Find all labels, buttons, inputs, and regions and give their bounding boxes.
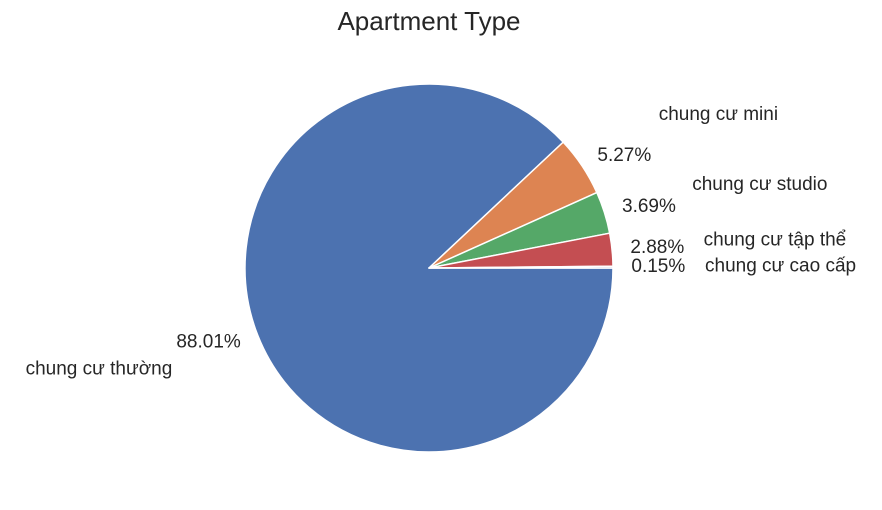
category-label-chung-cu-tap-the: chung cư tập thể: [704, 230, 847, 251]
category-label-chung-cu-mini: chung cư mini: [659, 104, 778, 125]
percentage-label-chung-cu-thuong: 88.01%: [176, 331, 241, 352]
category-label-chung-cu-cao-cap: chung cư cao cấp: [705, 256, 856, 277]
category-label-chung-cu-thuong: chung cư thường: [26, 359, 173, 380]
pie-slices: [244, 83, 614, 453]
pie-slice-chung-cu-cao-cap: [428, 265, 614, 269]
chart-title: Apartment Type: [337, 6, 520, 36]
percentage-label-chung-cu-cao-cap: 0.15%: [631, 256, 685, 277]
percentage-label-chung-cu-studio: 3.69%: [622, 196, 676, 217]
percentage-label-chung-cu-tap-the: 2.88%: [630, 237, 684, 258]
category-label-chung-cu-studio: chung cư studio: [692, 174, 827, 195]
slice-labels: 88.01%chung cư thường 5.27% chung cư mini 3…: [26, 104, 856, 380]
percentage-label-chung-cu-mini: 5.27%: [597, 145, 651, 166]
